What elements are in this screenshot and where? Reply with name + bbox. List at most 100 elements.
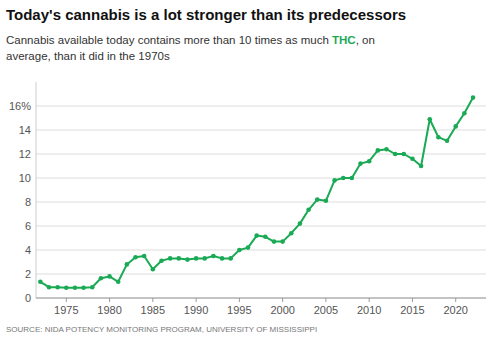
x-tick — [369, 298, 370, 302]
subtitle-part: Cannabis available today contains more t… — [6, 34, 332, 46]
subtitle-part: , on — [356, 34, 375, 46]
point — [107, 274, 112, 279]
point — [159, 259, 164, 264]
point — [289, 231, 294, 236]
y-tick-label: 14 — [19, 124, 31, 136]
point — [228, 256, 233, 261]
point — [358, 161, 363, 166]
point — [116, 280, 121, 285]
point — [73, 286, 78, 291]
point — [445, 139, 450, 144]
point — [367, 159, 372, 164]
point — [194, 256, 199, 261]
y-tick-label: 16% — [9, 100, 31, 112]
point — [298, 221, 303, 226]
x-tick-label: 1980 — [97, 304, 121, 316]
x-tick — [239, 298, 240, 302]
x-tick — [325, 298, 326, 302]
x-tick — [196, 298, 197, 302]
y-tick-label: 6 — [25, 220, 31, 232]
point — [436, 135, 441, 140]
grid — [36, 106, 486, 298]
grid-line — [36, 130, 486, 131]
x-tick — [66, 298, 67, 302]
x-tick-label: 2010 — [357, 304, 381, 316]
point — [350, 176, 355, 181]
grid-line — [36, 274, 486, 275]
x-tick-label: 1990 — [184, 304, 208, 316]
point — [142, 254, 147, 259]
x-tick — [152, 298, 153, 302]
subtitle: average, than it did in the 1970s — [6, 50, 170, 62]
y-tick-label: 10 — [19, 172, 31, 184]
point — [324, 199, 329, 204]
point — [47, 285, 52, 290]
subtitle: Cannabis available today contains more t… — [6, 34, 375, 46]
point — [176, 256, 181, 261]
x-tick — [412, 298, 413, 302]
y-tick-label: 0 — [25, 292, 31, 304]
x-tick-label: 2015 — [400, 304, 424, 316]
grid-line — [36, 106, 486, 107]
point — [133, 255, 138, 260]
grid-line — [36, 178, 486, 179]
point — [427, 117, 432, 122]
point — [168, 256, 173, 261]
line — [40, 98, 473, 288]
x-tick — [282, 298, 283, 302]
grid-line — [36, 202, 486, 203]
point — [99, 276, 104, 281]
grid-line — [36, 298, 486, 299]
point — [401, 152, 406, 157]
point — [211, 254, 216, 259]
point — [471, 95, 476, 100]
point — [280, 239, 285, 244]
point — [341, 176, 346, 181]
grid-line — [36, 154, 486, 155]
plot-data — [38, 95, 475, 290]
x-tick — [455, 298, 456, 302]
point — [272, 239, 277, 244]
point — [462, 111, 467, 116]
y-tick-label: 8 — [25, 196, 31, 208]
point — [332, 178, 337, 183]
point — [90, 285, 95, 290]
x-tick — [109, 298, 110, 302]
point — [64, 286, 69, 291]
y-axis-line — [36, 82, 37, 298]
x-axis-line — [36, 298, 486, 299]
chart: Today's cannabis is a lot stronger than … — [0, 0, 500, 339]
x-tick-label: 2020 — [443, 304, 467, 316]
x-tick-label: 1985 — [141, 304, 165, 316]
point — [419, 164, 424, 169]
point — [453, 124, 458, 129]
point — [315, 197, 320, 202]
point — [376, 148, 381, 153]
point — [246, 245, 251, 250]
point — [202, 256, 207, 261]
point — [151, 267, 156, 272]
grid-line — [36, 226, 486, 227]
point — [263, 235, 268, 240]
title: Today's cannabis is a lot stronger than … — [6, 6, 406, 23]
point — [410, 157, 415, 162]
source: SOURCE: NIDA POTENCY MONITORING PROGRAM,… — [6, 325, 317, 334]
point — [220, 256, 225, 261]
point — [81, 286, 86, 291]
y-tick-label: 2 — [25, 268, 31, 280]
grid-line — [36, 250, 486, 251]
y-tick-label: 12 — [19, 148, 31, 160]
point — [38, 280, 43, 285]
point — [384, 147, 389, 152]
point — [55, 285, 60, 290]
y-tick-label: 4 — [25, 244, 31, 256]
x-tick-label: 1975 — [54, 304, 78, 316]
point — [125, 262, 130, 267]
point — [237, 248, 242, 253]
x-tick-label: 2000 — [270, 304, 294, 316]
point — [254, 233, 259, 238]
point — [393, 152, 398, 157]
x-tick-label: 2005 — [314, 304, 338, 316]
point — [185, 257, 190, 262]
point — [306, 208, 311, 213]
